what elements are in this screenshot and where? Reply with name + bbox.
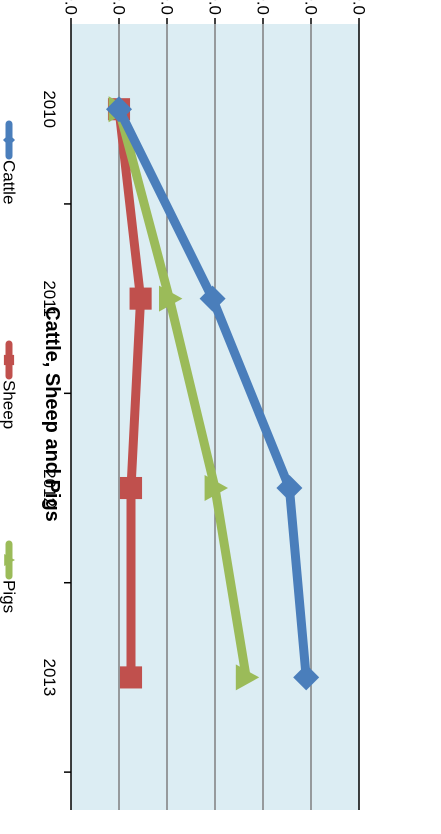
- data-point-pigs: [204, 475, 228, 502]
- gridlines: [118, 24, 312, 810]
- value-tick-label: 150.0: [350, 0, 369, 15]
- legend-label-pigs: Pigs: [0, 580, 19, 613]
- series-line-sheep: [114, 104, 146, 682]
- category-tick-label: 2013: [40, 659, 59, 697]
- legend: Cattle Sheep Pigs: [0, 120, 19, 613]
- series-group: [106, 96, 320, 691]
- value-tick-label: 100.0: [110, 0, 129, 15]
- data-point-pigs: [159, 285, 183, 312]
- legend-label-cattle: Cattle: [0, 160, 19, 204]
- data-point-sheep: [119, 476, 143, 500]
- data-point-sheep: [119, 666, 143, 689]
- category-tick-label: 2010: [40, 90, 59, 128]
- value-tick-label: 120.0: [206, 0, 225, 15]
- category-axis-ticks: 2010 2011 2012 2013: [40, 90, 71, 773]
- value-tick-label: 140.0: [302, 0, 321, 15]
- category-tick-label: 2012: [40, 469, 59, 507]
- data-point-cattle: [106, 96, 132, 123]
- value-tick-label: 90.0: [62, 0, 81, 15]
- value-tick-label: 110.0: [158, 0, 177, 15]
- data-point-sheep: [129, 287, 152, 310]
- legend-marker-cattle: [3, 134, 15, 146]
- value-tick-label: 130.0: [254, 0, 273, 15]
- category-tick-label: 2011: [40, 280, 59, 317]
- chart-title: Cattle, Sheep and Pigs: [41, 306, 63, 522]
- series-line-cattle: [114, 104, 311, 682]
- data-point-pigs: [235, 664, 260, 691]
- data-point-cattle: [199, 285, 226, 312]
- legend-label-sheep: Sheep: [0, 380, 19, 429]
- value-axis-ticks: 90.0 100.0 110.0 120.0 130.0 140.0 150.0: [62, 0, 369, 24]
- legend-marker-pigs: [4, 554, 15, 566]
- data-point-cattle: [276, 475, 303, 502]
- series-line-pigs: [114, 104, 251, 682]
- legend-marker-sheep: [3, 354, 15, 366]
